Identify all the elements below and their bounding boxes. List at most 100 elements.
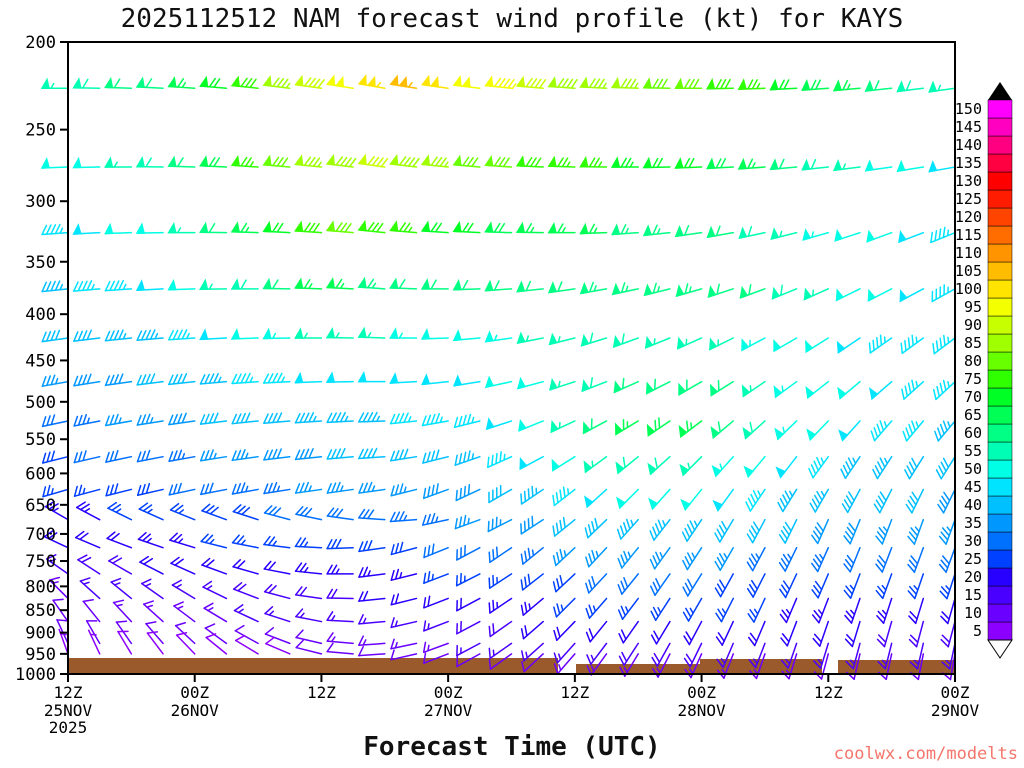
wind-barb bbox=[422, 641, 449, 654]
wind-barb bbox=[488, 653, 513, 670]
wind-barb bbox=[900, 334, 925, 355]
wind-barb bbox=[487, 516, 513, 533]
wind-barb bbox=[294, 448, 323, 461]
wind-barb bbox=[642, 224, 671, 237]
colorbar-tick-label: 25 bbox=[964, 550, 982, 568]
wind-barb bbox=[136, 329, 164, 342]
wind-barb bbox=[325, 277, 354, 290]
wind-barb bbox=[262, 154, 291, 168]
wind-barb bbox=[452, 154, 481, 168]
wind-barb bbox=[515, 155, 544, 168]
wind-barb bbox=[263, 535, 291, 549]
wind-barb bbox=[389, 372, 418, 384]
wind-barb bbox=[676, 336, 703, 350]
wind-barb bbox=[56, 619, 69, 645]
wind-barb bbox=[201, 557, 228, 575]
colorbar-tick-label: 100 bbox=[955, 280, 982, 298]
wind-barb bbox=[107, 501, 133, 521]
wind-barb bbox=[617, 597, 639, 620]
wind-barb bbox=[802, 228, 830, 241]
wind-barb bbox=[520, 597, 544, 616]
wind-barb bbox=[421, 512, 449, 526]
wind-barb bbox=[265, 636, 291, 655]
colorbar-tick-label: 35 bbox=[964, 514, 982, 532]
wind-barb bbox=[940, 620, 956, 648]
wind-barb bbox=[456, 620, 481, 635]
colorbar-tick-label: 80 bbox=[964, 352, 982, 370]
watermark-link[interactable]: coolwx.com/modelts bbox=[833, 744, 1018, 764]
wind-barb bbox=[516, 280, 544, 293]
wind-barb bbox=[170, 556, 196, 575]
wind-barb bbox=[875, 546, 893, 573]
wind-barb bbox=[521, 653, 544, 673]
wind-barb bbox=[484, 330, 513, 343]
wind-barb bbox=[705, 77, 734, 90]
wind-barb bbox=[77, 554, 101, 575]
wind-barb bbox=[135, 279, 164, 292]
wind-barb bbox=[746, 573, 766, 598]
wind-barb bbox=[72, 223, 101, 235]
wind-barb bbox=[41, 329, 69, 343]
wind-barb bbox=[488, 597, 513, 614]
colorbar: 5101520253035404550556065707580859095100… bbox=[955, 82, 1013, 659]
wind-barb bbox=[520, 485, 544, 505]
wind-barb bbox=[488, 573, 513, 589]
wind-barb bbox=[678, 420, 703, 438]
wind-barb bbox=[679, 455, 703, 477]
wind-barb bbox=[615, 455, 639, 475]
wind-barb bbox=[104, 329, 133, 342]
wind-barb bbox=[875, 518, 893, 545]
wind-barb bbox=[484, 375, 513, 389]
wind-barb bbox=[75, 501, 101, 521]
wind-barb bbox=[584, 488, 608, 509]
wind-barb bbox=[712, 488, 734, 512]
colorbar-tick-label: 85 bbox=[964, 334, 982, 352]
wind-barb bbox=[896, 80, 925, 93]
wind-barb bbox=[326, 588, 354, 600]
wind-barb bbox=[358, 481, 386, 494]
wind-barb bbox=[928, 160, 956, 173]
wind-barb bbox=[775, 455, 798, 479]
wind-barb bbox=[423, 620, 449, 632]
wind-barb bbox=[326, 642, 354, 655]
wind-barb bbox=[169, 503, 196, 521]
wind-barb bbox=[115, 620, 133, 645]
wind-barb bbox=[774, 420, 798, 441]
pressure-tick-label: 850 bbox=[25, 601, 56, 621]
wind-barb bbox=[389, 511, 418, 523]
wind-barb bbox=[899, 288, 925, 303]
wind-barb bbox=[357, 219, 386, 234]
wind-barb bbox=[553, 653, 576, 675]
wind-barb bbox=[484, 221, 513, 234]
colorbar-tick-label: 15 bbox=[964, 586, 982, 604]
wind-barb bbox=[74, 530, 101, 549]
wind-barb bbox=[547, 155, 576, 168]
wind-barb bbox=[357, 74, 386, 90]
wind-barb bbox=[358, 540, 386, 553]
wind-barb bbox=[618, 642, 639, 666]
wind-barb bbox=[421, 74, 449, 90]
wind-barb bbox=[202, 580, 228, 600]
wind-barb bbox=[771, 284, 798, 300]
wind-barb bbox=[870, 420, 893, 442]
wind-barb bbox=[841, 488, 861, 514]
wind-barb bbox=[650, 597, 671, 622]
wind-barb bbox=[262, 75, 291, 90]
wind-barb bbox=[773, 380, 798, 399]
wind-barb bbox=[748, 642, 766, 669]
time-tick-label: 12Z bbox=[54, 683, 83, 702]
wind-barb bbox=[73, 414, 101, 427]
wind-barb bbox=[646, 417, 671, 437]
wind-barb bbox=[908, 597, 925, 625]
year-label: 2025 bbox=[49, 718, 88, 737]
wind-barb bbox=[552, 516, 576, 537]
wind-barb bbox=[139, 555, 164, 575]
wind-barb bbox=[585, 573, 608, 594]
wind-barb bbox=[780, 620, 798, 647]
wind-barb bbox=[199, 328, 228, 341]
wind-barb bbox=[45, 554, 69, 575]
wind-barb bbox=[231, 449, 259, 462]
wind-barb bbox=[264, 606, 291, 623]
wind-barb bbox=[674, 224, 703, 238]
wind-barb bbox=[358, 411, 386, 423]
